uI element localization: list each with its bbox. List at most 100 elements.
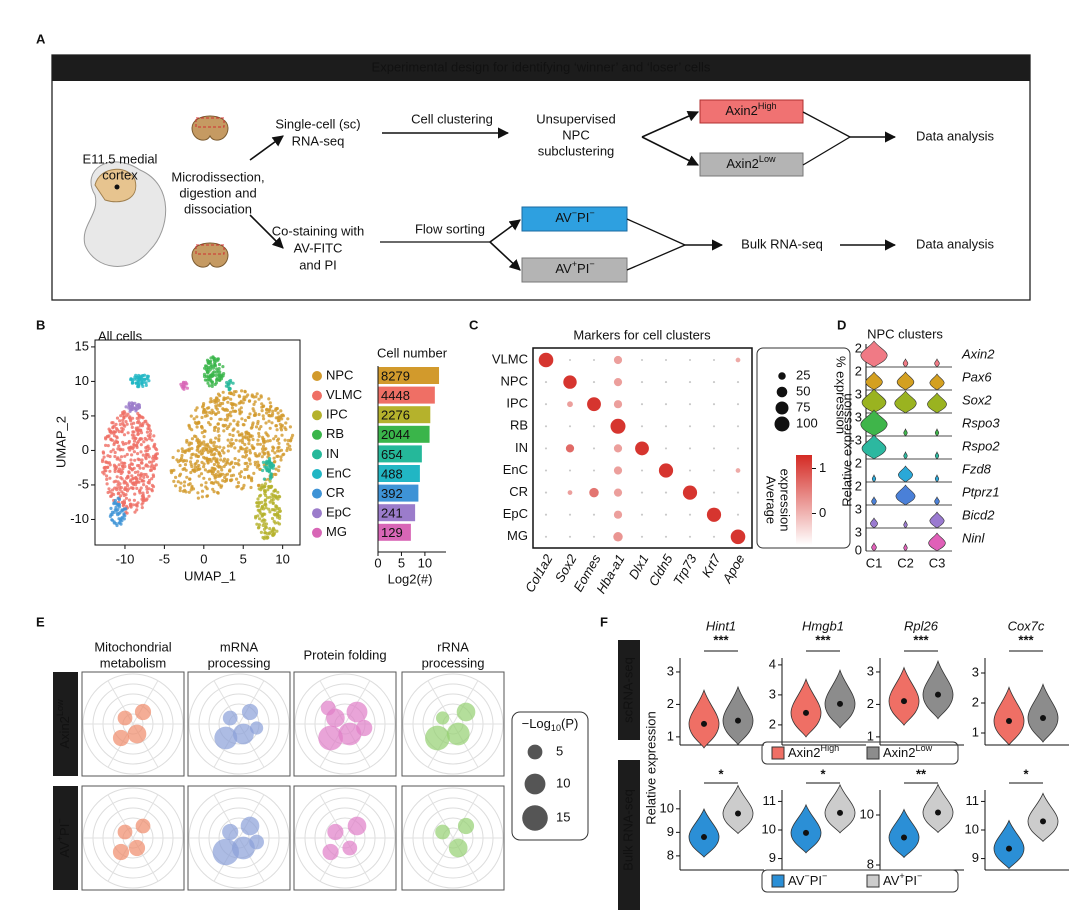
median-dot bbox=[803, 829, 809, 836]
umap-point bbox=[133, 406, 137, 411]
umap-point bbox=[291, 433, 295, 437]
umap-point bbox=[150, 460, 154, 464]
umap-point bbox=[237, 463, 241, 467]
umap-point bbox=[232, 393, 236, 397]
umap-point bbox=[194, 454, 198, 458]
umap-point bbox=[278, 509, 282, 513]
umap-point bbox=[200, 426, 204, 430]
umap-point bbox=[154, 463, 158, 467]
umap-point bbox=[268, 477, 272, 481]
colorbar bbox=[796, 455, 812, 545]
umap-point bbox=[185, 386, 189, 390]
dot bbox=[563, 375, 577, 389]
umap-point bbox=[231, 473, 236, 477]
umap-point bbox=[288, 444, 292, 448]
umap-point bbox=[113, 454, 117, 459]
umap-point bbox=[268, 479, 272, 483]
umap-point bbox=[262, 417, 266, 421]
umap-point bbox=[264, 522, 269, 526]
umap-point bbox=[202, 429, 207, 433]
umap-point bbox=[127, 401, 131, 405]
umap-point bbox=[229, 378, 233, 383]
umap-point bbox=[205, 487, 209, 491]
legend-label: IN bbox=[326, 446, 339, 461]
dot bbox=[610, 418, 626, 434]
umap-point bbox=[216, 392, 221, 396]
dot bbox=[688, 535, 692, 538]
umap-point bbox=[117, 463, 121, 467]
umap-point bbox=[178, 486, 182, 490]
umap-point bbox=[215, 459, 219, 464]
dot bbox=[592, 447, 596, 450]
umap-point bbox=[140, 461, 144, 465]
text-part: Axin2 bbox=[725, 103, 758, 118]
violin bbox=[993, 819, 1025, 870]
umap-point bbox=[206, 470, 210, 474]
umap-point bbox=[204, 364, 209, 368]
row-label: Bulk RNA-seq bbox=[620, 789, 635, 871]
y-tick-label: 10 bbox=[660, 800, 674, 815]
umap-point bbox=[146, 427, 150, 431]
violin bbox=[896, 371, 915, 391]
bar-value-label: 392 bbox=[381, 486, 403, 501]
script-part: − bbox=[589, 259, 594, 269]
umap-point bbox=[231, 465, 235, 469]
umap-point bbox=[150, 438, 154, 442]
umap-point bbox=[184, 459, 189, 463]
violin bbox=[860, 409, 888, 437]
umap-point bbox=[200, 415, 204, 420]
row-label: scRNA-seq bbox=[620, 657, 635, 723]
umap-point bbox=[208, 477, 212, 481]
umap-frame bbox=[94, 339, 301, 546]
umap-point bbox=[214, 373, 218, 377]
umap-point bbox=[151, 456, 155, 460]
dot bbox=[688, 425, 692, 428]
median-dot bbox=[1006, 845, 1012, 852]
umap-point bbox=[114, 422, 118, 426]
umap-point bbox=[119, 455, 124, 459]
dot bbox=[592, 469, 596, 472]
umap-point bbox=[209, 397, 213, 401]
umap-point bbox=[125, 422, 129, 426]
violin bbox=[993, 686, 1025, 746]
umap-point bbox=[276, 521, 280, 525]
umap-point bbox=[235, 485, 239, 489]
umap-point bbox=[172, 479, 176, 483]
umap-point bbox=[182, 484, 186, 488]
umap-point bbox=[136, 464, 140, 468]
bubble bbox=[249, 834, 264, 850]
umap-point bbox=[118, 447, 122, 451]
x-tick-label: 10 bbox=[418, 555, 432, 570]
umap-point bbox=[112, 520, 116, 524]
umap-point bbox=[129, 462, 133, 466]
umap-point bbox=[228, 441, 232, 445]
umap-point bbox=[236, 481, 241, 485]
row-label-box bbox=[618, 760, 640, 910]
umap-point bbox=[127, 406, 131, 410]
dot bbox=[568, 469, 572, 472]
umap-point bbox=[211, 373, 215, 378]
umap-point bbox=[265, 496, 270, 500]
umap-point bbox=[239, 401, 243, 405]
y-tick-label: 2 bbox=[769, 716, 776, 731]
column-title: Mitochondrial bbox=[94, 639, 171, 654]
bubble bbox=[240, 816, 260, 836]
umap-point bbox=[239, 406, 243, 410]
umap-point bbox=[126, 412, 130, 416]
umap-point bbox=[219, 458, 223, 462]
umap-point bbox=[138, 476, 142, 481]
radar-spoke bbox=[132, 794, 159, 839]
umap-point bbox=[205, 370, 210, 374]
dot bbox=[544, 403, 548, 406]
umap-point bbox=[178, 472, 183, 476]
umap-point bbox=[171, 455, 175, 460]
umap-point bbox=[253, 463, 257, 467]
umap-point bbox=[269, 473, 273, 477]
umap-point bbox=[145, 438, 149, 442]
umap-point bbox=[104, 469, 108, 473]
umap-point bbox=[147, 447, 151, 451]
umap-point bbox=[260, 409, 264, 413]
umap-point bbox=[143, 373, 147, 377]
umap-point bbox=[268, 485, 272, 490]
umap-point bbox=[257, 464, 261, 468]
